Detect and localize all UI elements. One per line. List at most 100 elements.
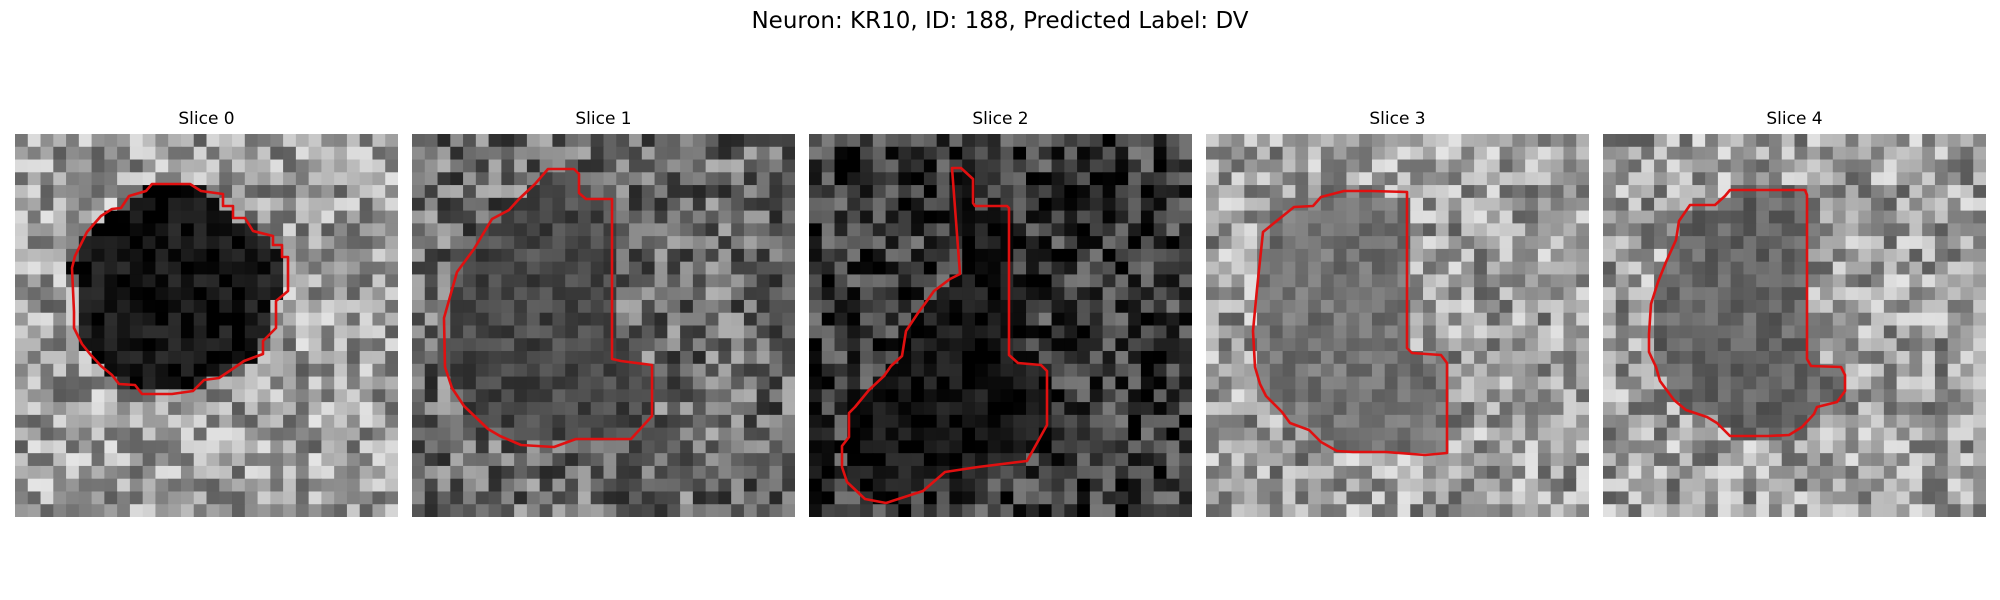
pixel [590,172,605,186]
pixel [129,453,144,467]
pixel [1883,236,1898,250]
pixel [372,274,386,288]
pixel [514,376,528,390]
pixel [1781,389,1796,403]
pixel [1295,376,1309,390]
pixel [117,478,131,493]
pixel [501,453,515,467]
pixel [1257,325,1271,339]
pixel [743,504,758,517]
pixel [155,453,169,467]
pixel [1922,465,1936,480]
pixel [1218,172,1233,186]
pixel [923,134,938,148]
pixel [1909,338,1923,352]
pixel [424,299,439,314]
pixel [565,491,579,505]
pixel [1550,363,1565,378]
pixel [1603,287,1617,301]
pixel [1603,478,1617,493]
pixel [308,159,322,173]
pixel [539,465,554,480]
pixel [193,363,208,378]
pixel [1781,287,1796,301]
pixel [1461,465,1475,480]
pixel [898,274,912,288]
pixel [1512,363,1526,378]
pixel [412,248,426,263]
pixel [1896,338,1910,352]
pixel [1282,287,1296,301]
pixel [1140,478,1155,493]
pixel [923,146,938,161]
pixel [488,389,502,403]
pixel [334,389,348,403]
pixel [1244,465,1258,480]
pixel [680,261,694,276]
pixel [244,402,259,416]
pixel [1807,504,1821,517]
pixel [821,440,836,454]
pixel [91,159,105,173]
pixel [1206,504,1220,517]
pixel [898,248,912,263]
pixel [1295,325,1309,339]
pixel [117,274,131,288]
pixel [692,274,707,288]
pixel [91,287,105,301]
pixel [1641,159,1655,173]
pixel [860,299,874,314]
pixel [206,414,220,429]
pixel [1883,274,1898,288]
pixel [1115,146,1129,161]
pixel [539,210,554,224]
pixel [987,338,1002,352]
pixel [1576,172,1589,186]
pixel [91,223,105,237]
slice-image-4 [1603,134,1986,517]
pixel [283,287,297,301]
pixel [1282,453,1296,467]
pixel [283,159,297,173]
pixel [680,185,694,199]
pixel [809,414,823,429]
pixel [1384,210,1399,224]
pixel [155,440,169,454]
pixel [1346,504,1360,517]
pixel [1858,299,1872,314]
pixel [782,172,795,186]
pixel [346,236,361,250]
pixel [1858,236,1872,250]
pixel [155,402,169,416]
pixel [359,312,374,327]
pixel [1563,440,1577,454]
pixel [385,504,398,517]
pixel [1410,427,1424,441]
pixel [809,325,823,339]
pixel [872,402,887,416]
pixel [834,236,848,250]
pixel [898,414,912,429]
pixel [270,134,284,148]
pixel [1922,440,1936,454]
pixel [1537,261,1552,276]
pixel [1794,491,1808,505]
pixel [1973,325,1986,339]
pixel [1486,427,1501,441]
pixel [898,210,912,224]
pixel [244,389,259,403]
pixel [1038,389,1053,403]
pixel [424,197,439,212]
pixel [412,338,426,352]
pixel [1359,274,1373,288]
pixel [923,261,938,276]
pixel [1743,223,1757,237]
pixel [283,363,297,378]
pixel [270,414,284,429]
pixel [1128,453,1142,467]
pixel [359,325,374,339]
pixel [1397,389,1411,403]
pixel [1384,299,1399,314]
pixel [936,440,951,454]
pixel [974,159,989,173]
